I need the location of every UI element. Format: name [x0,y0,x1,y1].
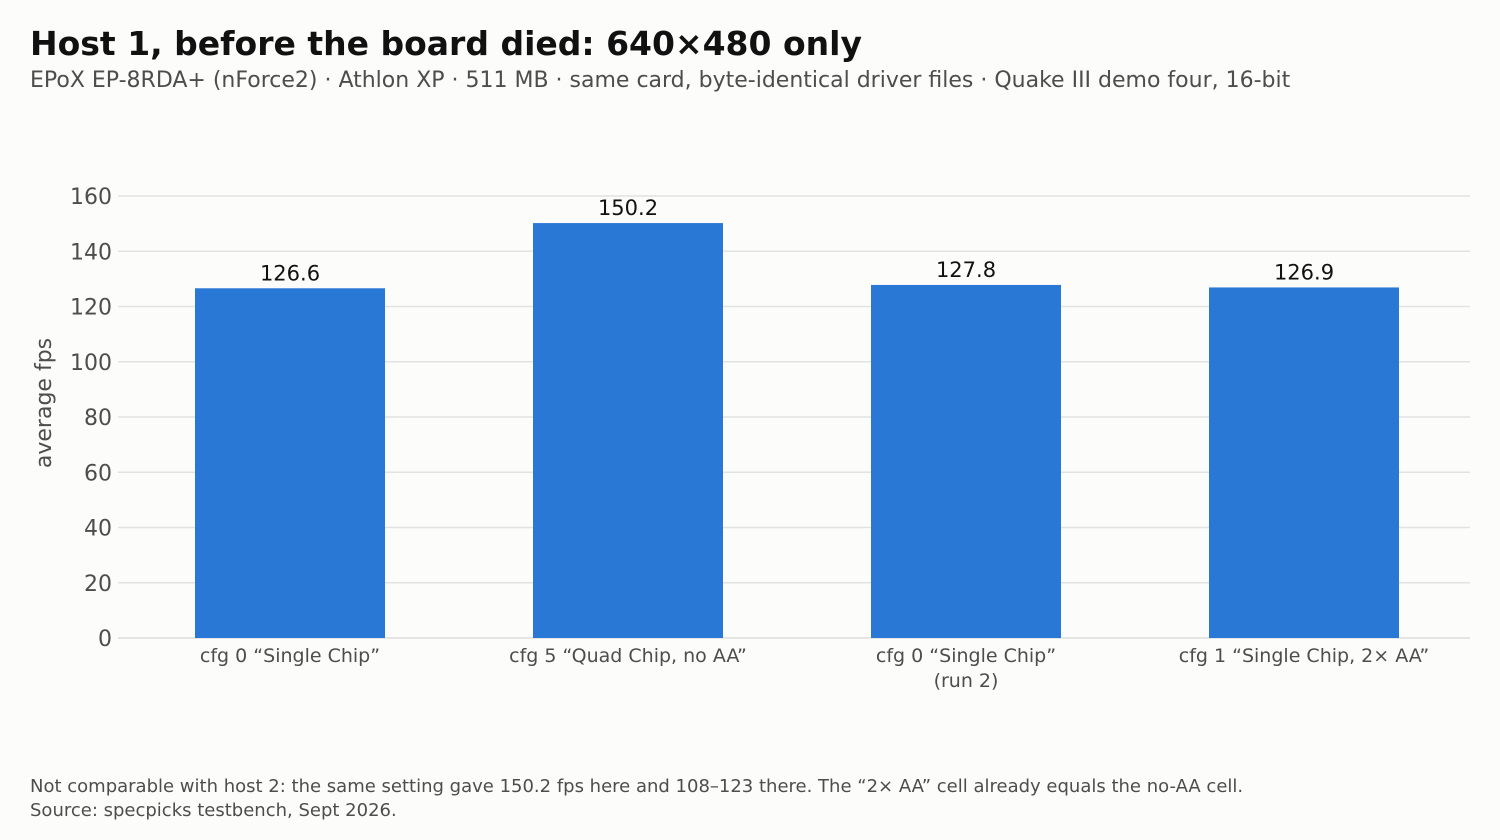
chart-subtitle: EPoX EP-8RDA+ (nForce2) · Athlon XP · 51… [30,68,1291,93]
footnote-source: Source: specpicks testbench, Sept 2026. [30,800,397,821]
bar [533,223,723,638]
x-tick-label: cfg 0 “Single Chip” [876,645,1056,667]
y-tick-label: 140 [70,240,112,265]
bars [195,223,1399,638]
bar-value-label: 126.9 [1274,260,1334,284]
x-tick-labels: cfg 0 “Single Chip” cfg 5 “Quad Chip, no … [200,645,1429,692]
y-tick-label: 60 [84,461,112,486]
footnote: Not comparable with host 2: the same set… [30,775,1243,823]
bar-value-label: 150.2 [598,196,658,220]
y-tick-label: 120 [70,296,112,321]
x-tick-label: cfg 1 “Single Chip, 2× AA” [1179,645,1429,667]
chart-title: Host 1, before the board died: 640×480 o… [30,24,862,63]
bar [1209,287,1399,638]
bar-value-label: 126.6 [260,261,320,285]
y-tick-label: 20 [84,572,112,597]
y-tick-label: 0 [98,627,112,652]
x-tick-label: cfg 0 “Single Chip” [200,645,380,667]
bar [195,288,385,638]
bar [871,284,1061,638]
value-labels: 126.6 150.2 127.8 126.9 [260,196,1334,285]
bar-value-label: 127.8 [936,258,996,282]
footnote-note: Not comparable with host 2: the same set… [30,776,1244,797]
x-tick-label: cfg 5 “Quad Chip, no AA” [509,645,747,667]
y-tick-label: 100 [70,351,112,376]
x-tick-label: (run 2) [934,670,999,692]
y-tick-label: 40 [84,517,112,542]
y-tick-labels: 0 20 40 60 80 100 120 140 160 [70,185,112,652]
y-tick-label: 80 [84,406,112,431]
y-tick-label: 160 [70,185,112,210]
y-axis-label: average fps [32,338,57,468]
